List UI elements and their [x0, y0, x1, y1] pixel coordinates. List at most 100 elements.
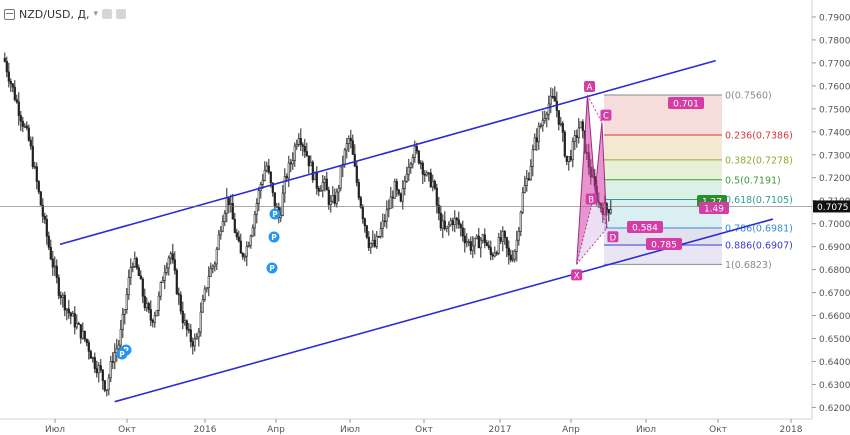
candle-body: [135, 258, 138, 269]
chart-panel-icon[interactable]: [4, 8, 15, 20]
candle-body: [173, 259, 176, 271]
candle-body: [49, 247, 52, 260]
channel-upper-line[interactable]: [59, 59, 716, 246]
candle-body: [179, 294, 182, 312]
candle-body: [533, 137, 536, 151]
candle-body: [475, 235, 478, 239]
candle-body: [387, 208, 390, 211]
candle-body: [311, 161, 314, 181]
candle-body: [515, 239, 518, 252]
candle-body: [411, 157, 414, 165]
candle-body: [351, 140, 354, 155]
candle-body: [165, 267, 168, 273]
candle-body: [445, 226, 448, 230]
candle-body: [279, 215, 282, 218]
candle-body: [193, 338, 196, 347]
price-axis[interactable]: 0.7900 0.7800 0.7700 0.7600 0.7500 0.7400 0.73…: [0, 13, 850, 414]
signal-marker[interactable]: [116, 348, 128, 360]
price-tick-label: 0.6500: [819, 335, 850, 345]
ratio-label: 0.785: [651, 241, 677, 251]
candle-body: [487, 245, 490, 248]
candle-body: [321, 182, 324, 191]
candle-body: [359, 197, 362, 208]
pivot-label: X: [574, 271, 580, 281]
candle-body: [157, 295, 160, 311]
grid: [0, 0, 813, 420]
candle-body: [459, 224, 462, 229]
dropdown-icon[interactable]: ▾: [93, 9, 99, 19]
candle-body: [455, 217, 458, 221]
candle-body: [403, 180, 406, 189]
symbol-title[interactable]: NZD/USD, Д,: [19, 7, 90, 21]
candle-body: [85, 338, 88, 343]
candle-body: [457, 219, 460, 225]
candle-body: [293, 145, 296, 161]
candle-body: [109, 361, 112, 379]
candle-body: [353, 154, 356, 167]
candle-body: [429, 172, 432, 188]
candle-body: [137, 267, 140, 276]
candle-body: [265, 165, 268, 171]
candle-body: [125, 294, 128, 311]
price-tick-label: 0.7300: [819, 151, 850, 161]
candle-body: [243, 255, 246, 258]
candle-body: [225, 197, 228, 214]
candle-body: [149, 309, 152, 321]
time-axis[interactable]: Июл Окт 2016 Апр Июл Окт 2017 Апр Июл Окт 2018: [45, 419, 803, 435]
candle-body: [365, 225, 368, 238]
settings-button[interactable]: [116, 9, 127, 19]
candle-body: [427, 172, 430, 175]
fib-level-label: 0.236(0.7386): [725, 131, 793, 142]
candle-body: [577, 127, 580, 138]
signal-marker[interactable]: [269, 208, 281, 220]
pivot-badge-a[interactable]: [584, 81, 596, 93]
signal-marker[interactable]: [268, 231, 280, 243]
candle-body: [213, 263, 216, 267]
candle-body: [65, 308, 68, 311]
pivot-badge-d[interactable]: [607, 231, 619, 243]
time-tick-label: Окт: [709, 425, 727, 435]
candle-body: [159, 282, 162, 297]
candle-body: [473, 237, 476, 247]
candle-body: [491, 254, 494, 257]
candle-body: [73, 313, 76, 328]
pivot-badge-c[interactable]: [600, 109, 612, 121]
candle-body: [319, 189, 322, 192]
hide-indicator-button[interactable]: [102, 9, 113, 19]
candle-body: [511, 258, 514, 261]
candle-body: [295, 144, 298, 147]
candle-body: [607, 209, 610, 214]
candle-body: [307, 155, 310, 167]
candle-body: [305, 151, 308, 157]
candle-body: [3, 58, 6, 62]
candle-body: [409, 163, 412, 168]
candle-body: [529, 166, 532, 180]
signal-marker-label: P: [271, 233, 277, 242]
signal-markers[interactable]: PPPPP: [116, 208, 281, 360]
chart-header: NZD/USD, Д, ▾: [4, 6, 127, 22]
candle-body: [241, 253, 244, 257]
candle-body: [541, 119, 544, 126]
pattern-leg: [601, 122, 608, 229]
candle-body: [527, 178, 530, 180]
last-price-tag[interactable]: [813, 200, 850, 213]
candle-body: [477, 235, 480, 249]
candle-body: [323, 178, 326, 183]
candle-body: [75, 323, 78, 328]
candle-body: [257, 190, 260, 204]
fibonacci-retracement[interactable]: 0(0.7560) 0.236(0.7386) 0.382(0.7278) 0.5(0…: [604, 91, 793, 271]
time-tick-label: 2018: [780, 425, 803, 435]
pivot-badge-x[interactable]: [571, 269, 583, 281]
candle-body: [439, 212, 442, 229]
time-tick-label: 2017: [489, 425, 512, 435]
candle-body: [33, 166, 36, 168]
signal-marker[interactable]: [266, 262, 278, 274]
candle-body: [547, 103, 550, 115]
pivot-badge-b[interactable]: [585, 193, 597, 205]
candle-body: [297, 138, 300, 145]
candle-body: [367, 236, 370, 248]
ratio-badge: [699, 202, 729, 214]
candle-body: [339, 166, 342, 189]
